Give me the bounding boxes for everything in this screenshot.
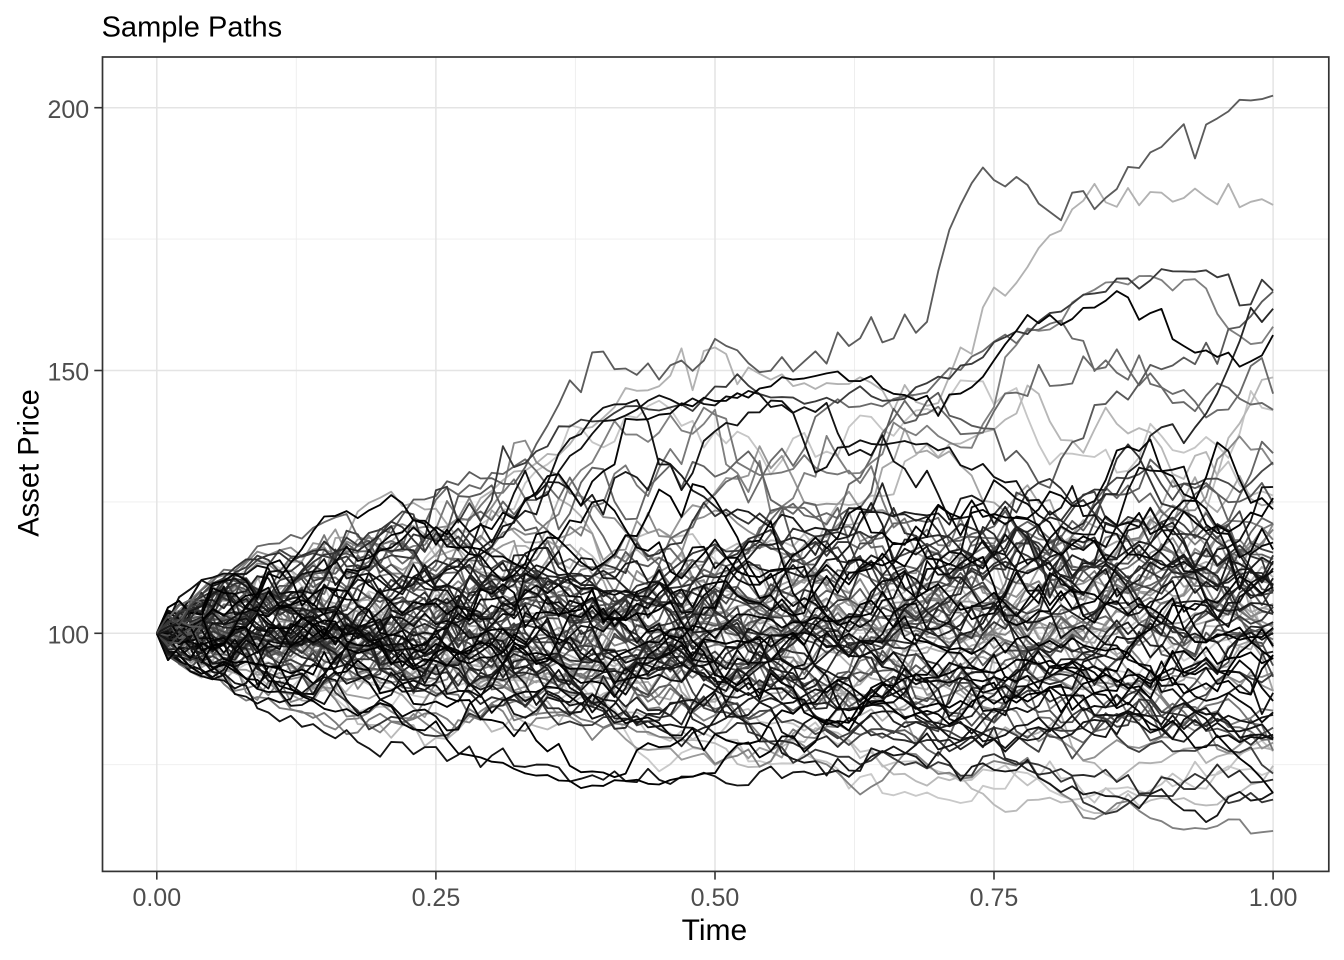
svg-text:0.75: 0.75 (970, 884, 1019, 912)
svg-text:150: 150 (47, 359, 89, 387)
svg-text:Sample Paths: Sample Paths (102, 12, 283, 44)
svg-text:0.50: 0.50 (691, 884, 740, 912)
svg-text:200: 200 (47, 96, 89, 124)
svg-text:100: 100 (47, 622, 89, 650)
svg-text:0.25: 0.25 (412, 884, 461, 912)
svg-text:Time: Time (682, 914, 748, 947)
svg-text:0.00: 0.00 (132, 884, 181, 912)
svg-text:1.00: 1.00 (1249, 884, 1298, 912)
svg-text:Asset Price: Asset Price (14, 389, 46, 537)
